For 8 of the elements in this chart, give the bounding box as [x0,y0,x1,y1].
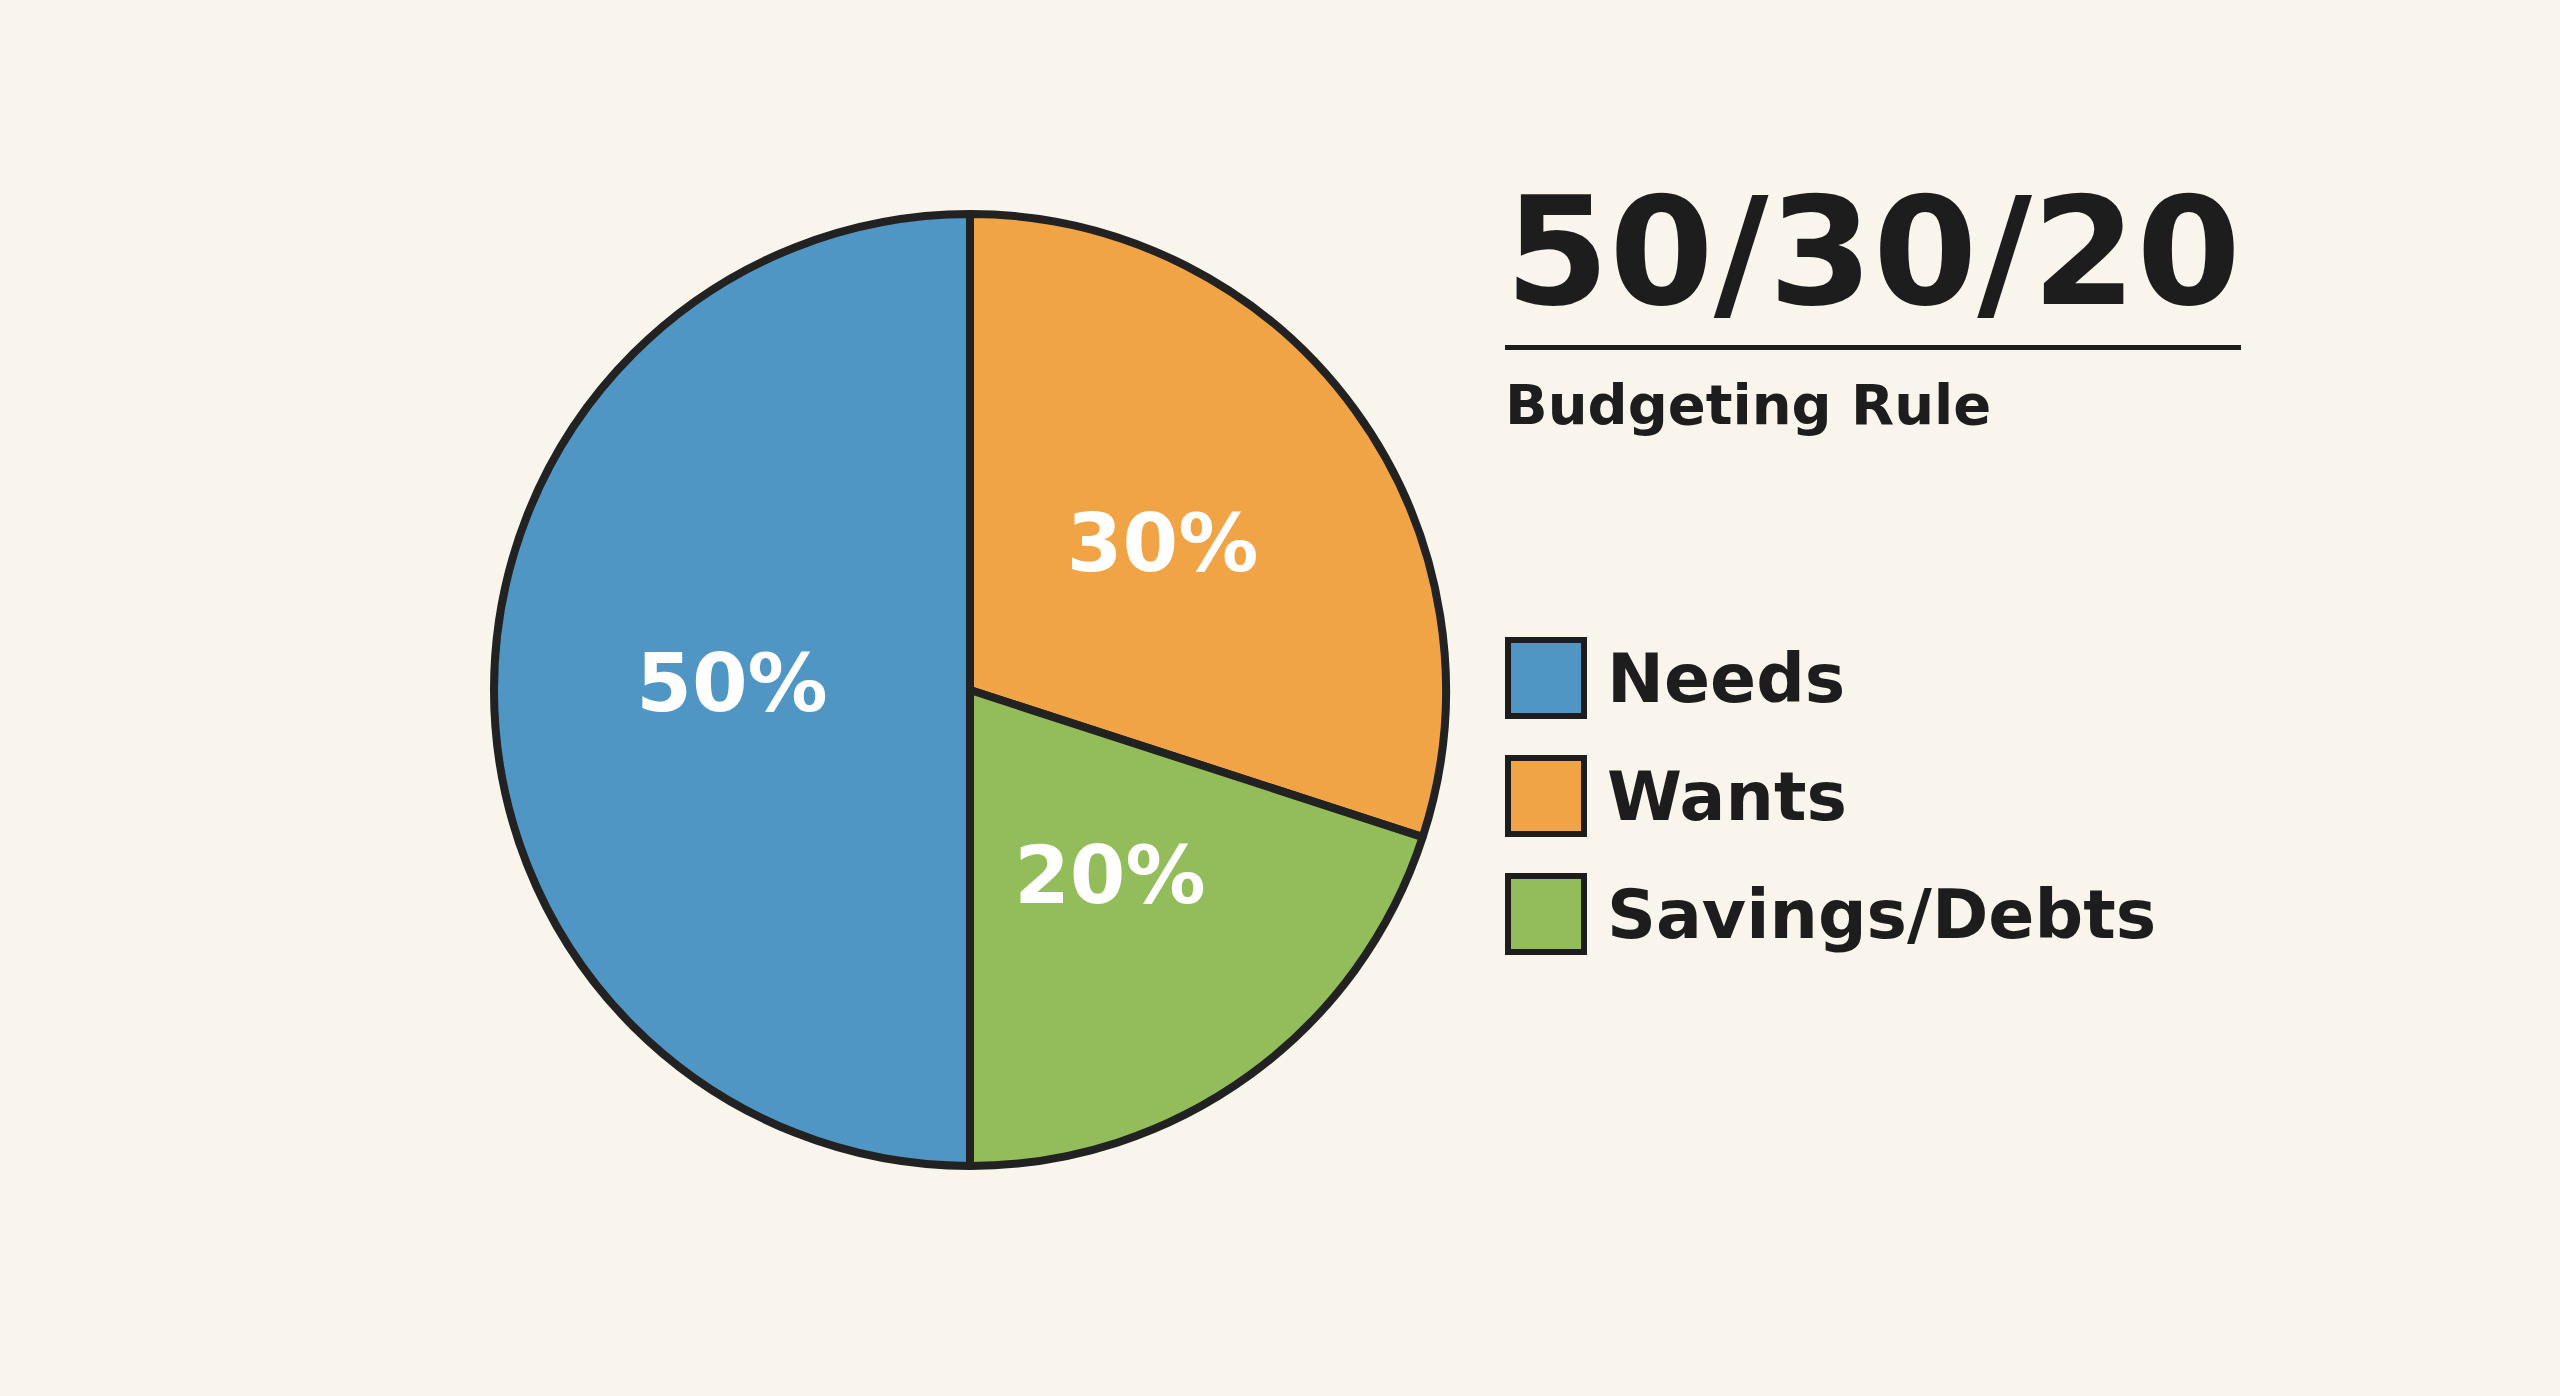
chart-title: 50/30/20 [1505,165,2241,341]
data-label: 50% [636,636,828,730]
legend-label: Savings/Debts [1607,874,2157,954]
data-label: 30% [1066,496,1259,590]
legend-label: Needs [1607,638,1846,718]
legend-label: Wants [1607,756,1847,836]
text: Budgeting Rule [1505,372,1993,437]
data-label: 20% [1014,829,1206,923]
